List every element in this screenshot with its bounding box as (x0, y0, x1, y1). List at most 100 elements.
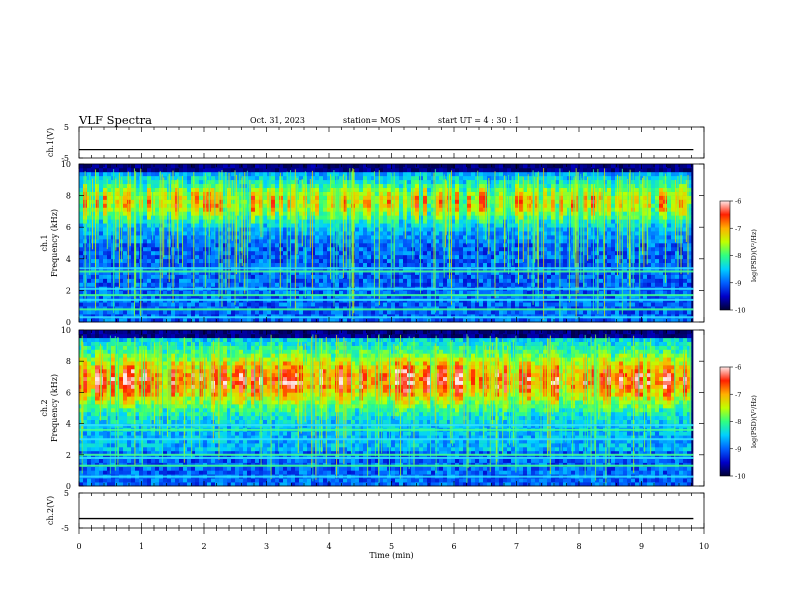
spectrogram-cell (259, 235, 264, 240)
spectrogram-cell (559, 175, 564, 181)
spectrogram-cell (343, 302, 348, 307)
spectrogram-cell (563, 258, 568, 264)
spectrogram-cell (439, 183, 444, 188)
spectrogram-cell (267, 219, 272, 224)
spectrogram-cell (459, 211, 464, 216)
spectrogram-cell (367, 211, 372, 216)
spectrogram-cell (135, 211, 140, 216)
spectrogram-cell (227, 290, 232, 295)
spectrogram-cell (223, 318, 228, 323)
spectrogram-cell (419, 278, 424, 283)
spectrogram-cell (107, 258, 112, 264)
spectrogram-cell (419, 175, 424, 181)
spectrogram-cell (147, 270, 152, 275)
spectrogram-cell (371, 199, 376, 204)
spectrogram-cell (223, 294, 228, 299)
spectrogram-cell (79, 191, 84, 196)
spectrogram-cell (391, 195, 396, 200)
spectrogram-cell (99, 175, 104, 181)
spectrogram-cell (287, 187, 292, 192)
spectrogram-cell (263, 254, 268, 260)
spectrogram-cell (199, 282, 204, 287)
spectrogram-cell (399, 290, 404, 295)
spectrogram-cell (451, 310, 456, 315)
spectrogram-cell (391, 203, 396, 208)
spectrogram-cell (427, 187, 432, 192)
spectrogram-cell (391, 258, 396, 264)
spectrogram-cell (459, 227, 464, 232)
spectrogram-cell (535, 164, 540, 169)
spectrogram-cell (219, 294, 224, 299)
spectrogram-cell (511, 167, 516, 173)
spectrogram-cell (347, 314, 352, 319)
spectrogram-cell (251, 258, 256, 264)
spectrogram-cell (143, 239, 148, 244)
spectrogram-cell (383, 215, 388, 220)
spectrogram-cell (383, 171, 388, 177)
spectrogram-cell (107, 282, 112, 287)
spectrogram-cell (519, 246, 524, 252)
spectrogram-cell (87, 223, 92, 228)
spectrogram-cell (471, 239, 476, 244)
spectrogram-cell (451, 318, 456, 323)
spectrogram-cell (363, 246, 368, 252)
spectrogram-cell (439, 211, 444, 216)
spectrogram-cell (451, 254, 456, 260)
spectrogram-cell (187, 187, 192, 192)
spectrogram-cell (555, 318, 560, 323)
spectrogram-cell (271, 246, 276, 252)
spectrogram-cell (547, 254, 552, 260)
spectrogram-cell (519, 310, 524, 315)
spectrogram-cell (235, 167, 240, 173)
spectrogram-cell (515, 211, 520, 216)
spectrogram-cell (247, 211, 252, 216)
spectrogram-cell (131, 199, 136, 204)
spectrogram-cell (535, 171, 540, 177)
spectrogram-cell (79, 231, 84, 236)
spectrogram-cell (391, 270, 396, 275)
spectrogram-cell (419, 211, 424, 216)
spectrogram-cell (231, 314, 236, 319)
spectrogram-cell (231, 207, 236, 212)
spectrogram-cell (179, 175, 184, 181)
spectrogram-cell (155, 258, 160, 264)
spectrogram-cell (535, 290, 540, 295)
spectrogram-cell (131, 239, 136, 244)
spectrogram-cell (115, 211, 120, 216)
spectrogram-cell (395, 274, 400, 279)
spectrogram-cell (411, 310, 416, 315)
spectrogram-cell (515, 246, 520, 252)
spectrogram-cell (275, 175, 280, 181)
spectrogram-cell (115, 239, 120, 244)
spectrogram-cell (239, 254, 244, 260)
spectrogram-cell (179, 227, 184, 232)
spectrogram-cell (539, 294, 544, 299)
spectrogram-cell (331, 314, 336, 319)
spectrogram-cell (439, 282, 444, 287)
spectrogram-cell (415, 211, 420, 216)
spectrogram-cell (479, 282, 484, 287)
spectrogram-cell (391, 318, 396, 323)
spectrogram-cell (335, 171, 340, 177)
spectrogram-cell (359, 219, 364, 224)
spectrogram-cell (463, 219, 468, 224)
spectrogram-cell (459, 223, 464, 228)
spectrogram-cell (455, 231, 460, 236)
spectrogram-cell (299, 171, 304, 177)
spectrogram-cell (119, 223, 124, 228)
spectrogram-cell (463, 250, 468, 256)
spectrogram-cell (79, 254, 84, 260)
spectrogram-cell (535, 302, 540, 307)
spectrogram-cell (199, 195, 204, 200)
spectrogram-cell (159, 274, 164, 279)
spectrogram-cell (347, 164, 352, 169)
spectrogram-cell (339, 211, 344, 216)
spectrogram-cell (483, 314, 488, 319)
spectrogram-cell (99, 258, 104, 264)
spectrogram-cell (487, 314, 492, 319)
spectrogram-cell (359, 250, 364, 256)
spectrogram-cell (91, 223, 96, 228)
spectrogram-cell (331, 183, 336, 188)
spectrogram-cell (507, 250, 512, 256)
spectrogram-cell (179, 187, 184, 192)
